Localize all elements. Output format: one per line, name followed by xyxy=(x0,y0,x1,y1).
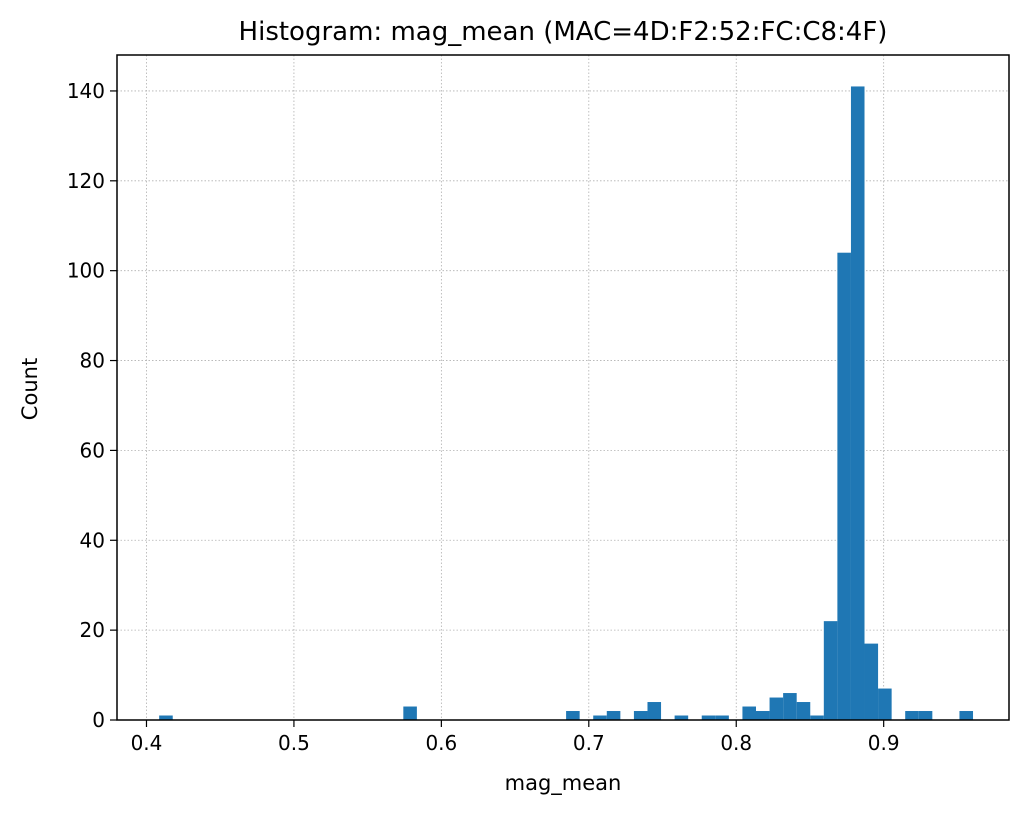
y-tick-label: 40 xyxy=(80,528,105,552)
x-tick-label: 0.5 xyxy=(278,731,310,755)
bars-layer xyxy=(159,86,974,721)
y-axis-label: Count xyxy=(18,358,42,420)
x-tick-label: 0.7 xyxy=(573,731,605,755)
y-tick-label: 80 xyxy=(80,349,105,373)
histogram-bar xyxy=(905,711,919,720)
histogram-bar xyxy=(823,621,838,720)
x-axis-label: mag_mean xyxy=(505,771,622,796)
histogram-bar xyxy=(878,688,892,720)
y-axis-ticks: 0 20 40 60 80 100 120 140 xyxy=(67,79,117,732)
x-tick-label: 0.8 xyxy=(720,731,752,755)
x-tick-label: 0.6 xyxy=(425,731,457,755)
histogram-bar xyxy=(837,252,851,720)
histogram-bar xyxy=(633,711,648,720)
histogram-bar xyxy=(593,715,607,720)
histogram-bar xyxy=(959,711,974,720)
chart-title: Histogram: mag_mean (MAC=4D:F2:52:FC:C8:… xyxy=(239,17,888,47)
histogram-bar xyxy=(159,715,173,720)
y-tick-label: 140 xyxy=(67,79,105,103)
x-tick-label: 0.4 xyxy=(131,731,163,755)
y-tick-label: 60 xyxy=(80,438,105,462)
histogram-bar xyxy=(701,715,716,720)
histogram-bar xyxy=(566,711,580,720)
histogram-bar xyxy=(755,711,770,720)
histogram-bar xyxy=(810,715,824,720)
histogram-bar xyxy=(742,706,756,720)
y-tick-label: 20 xyxy=(80,618,105,642)
histogram-bar xyxy=(783,693,797,720)
histogram-bar xyxy=(796,702,811,720)
x-tick-label: 0.9 xyxy=(868,731,900,755)
histogram-bar xyxy=(918,711,933,720)
histogram-bar xyxy=(403,706,417,720)
histogram-bar xyxy=(769,697,784,720)
y-tick-label: 100 xyxy=(67,259,105,283)
histogram-bar xyxy=(606,711,621,720)
histogram-bar xyxy=(674,715,689,720)
histogram-bar xyxy=(864,643,879,720)
plot-frame xyxy=(116,54,1010,721)
y-tick-label: 120 xyxy=(67,169,105,193)
x-axis-ticks: 0.4 0.5 0.6 0.7 0.8 0.9 xyxy=(131,720,900,755)
y-tick-label: 0 xyxy=(92,708,105,732)
histogram-bar xyxy=(850,86,865,721)
histogram-bar xyxy=(715,715,729,720)
histogram-bar xyxy=(647,702,662,720)
